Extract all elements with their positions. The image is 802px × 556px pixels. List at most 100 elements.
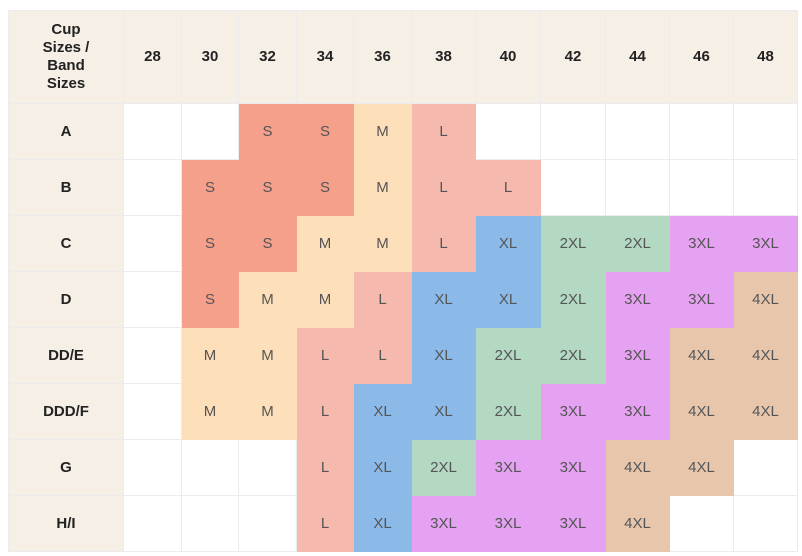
- size-cell: M: [296, 271, 354, 328]
- empty-cell: [733, 495, 798, 552]
- size-cell: 3XL: [669, 215, 734, 272]
- size-cell: XL: [475, 215, 541, 272]
- size-cell: M: [181, 327, 239, 384]
- size-chart: Cup Sizes / Band Sizes 28 30 32 34 36 38 40 42 44…: [8, 10, 798, 552]
- size-cell: L: [296, 383, 354, 440]
- size-cell: 3XL: [605, 271, 670, 328]
- corner-header: Cup Sizes / Band Sizes: [8, 10, 124, 104]
- cup-size-label: D: [8, 271, 124, 328]
- size-cell: XL: [353, 495, 412, 552]
- size-cell: XL: [411, 327, 476, 384]
- size-cell: L: [411, 103, 476, 160]
- empty-cell: [669, 159, 734, 216]
- cup-size-label: B: [8, 159, 124, 216]
- band-size-header: 38: [411, 10, 476, 104]
- empty-cell: [540, 103, 606, 160]
- size-cell: L: [411, 215, 476, 272]
- empty-cell: [123, 159, 182, 216]
- size-cell: M: [238, 383, 297, 440]
- size-cell: L: [353, 327, 412, 384]
- band-size-header: 44: [605, 10, 670, 104]
- size-cell: 3XL: [475, 495, 541, 552]
- size-cell: 4XL: [605, 439, 670, 496]
- empty-cell: [181, 495, 239, 552]
- band-size-header: 48: [733, 10, 798, 104]
- size-cell: M: [181, 383, 239, 440]
- size-cell: L: [296, 495, 354, 552]
- size-cell: S: [181, 215, 239, 272]
- size-cell: 3XL: [669, 271, 734, 328]
- size-cell: L: [296, 327, 354, 384]
- empty-cell: [669, 495, 734, 552]
- empty-cell: [733, 439, 798, 496]
- size-cell: 3XL: [540, 495, 606, 552]
- band-size-header: 34: [296, 10, 354, 104]
- size-cell: 4XL: [669, 439, 734, 496]
- size-cell: 3XL: [605, 327, 670, 384]
- empty-cell: [123, 271, 182, 328]
- cup-size-label: H/I: [8, 495, 124, 552]
- size-cell: M: [296, 215, 354, 272]
- size-cell: 2XL: [475, 383, 541, 440]
- size-cell: 2XL: [540, 271, 606, 328]
- empty-cell: [605, 103, 670, 160]
- size-cell: S: [296, 103, 354, 160]
- size-cell: XL: [353, 439, 412, 496]
- band-size-header: 28: [123, 10, 182, 104]
- size-cell: L: [411, 159, 476, 216]
- cup-size-label: DDD/F: [8, 383, 124, 440]
- size-cell: 4XL: [669, 327, 734, 384]
- band-size-header: 30: [181, 10, 239, 104]
- table-row: G L XL 2XL 3XL 3XL 4XL 4XL: [8, 439, 798, 496]
- band-size-header: 36: [353, 10, 412, 104]
- table-row: C S S M M L XL 2XL 2XL 3XL 3XL: [8, 215, 798, 272]
- size-cell: XL: [411, 271, 476, 328]
- empty-cell: [733, 103, 798, 160]
- empty-cell: [733, 159, 798, 216]
- size-cell: M: [353, 103, 412, 160]
- size-cell: S: [238, 215, 297, 272]
- size-cell: 3XL: [475, 439, 541, 496]
- band-size-header: 46: [669, 10, 734, 104]
- size-cell: 2XL: [475, 327, 541, 384]
- size-cell: S: [296, 159, 354, 216]
- empty-cell: [123, 103, 182, 160]
- empty-cell: [238, 495, 297, 552]
- size-cell: 4XL: [669, 383, 734, 440]
- empty-cell: [123, 383, 182, 440]
- empty-cell: [123, 495, 182, 552]
- table-row: DDD/F M M L XL XL 2XL 3XL 3XL 4XL 4XL: [8, 383, 798, 440]
- table-row: H/I L XL 3XL 3XL 3XL 4XL: [8, 495, 798, 552]
- band-size-header: 32: [238, 10, 297, 104]
- size-cell: 3XL: [540, 383, 606, 440]
- empty-cell: [181, 439, 239, 496]
- empty-cell: [605, 159, 670, 216]
- size-cell: 4XL: [733, 271, 798, 328]
- empty-cell: [540, 159, 606, 216]
- table-row: DD/E M M L L XL 2XL 2XL 3XL 4XL 4XL: [8, 327, 798, 384]
- size-cell: S: [181, 271, 239, 328]
- header-row: Cup Sizes / Band Sizes 28 30 32 34 36 38 40 42 44…: [8, 10, 798, 104]
- empty-cell: [181, 103, 239, 160]
- size-cell: 2XL: [540, 215, 606, 272]
- table-row: D S M M L XL XL 2XL 3XL 3XL 4XL: [8, 271, 798, 328]
- size-cell: M: [353, 159, 412, 216]
- empty-cell: [475, 103, 541, 160]
- size-cell: XL: [411, 383, 476, 440]
- empty-cell: [123, 215, 182, 272]
- cup-size-label: DD/E: [8, 327, 124, 384]
- size-cell: 3XL: [411, 495, 476, 552]
- size-cell: XL: [353, 383, 412, 440]
- empty-cell: [123, 327, 182, 384]
- cup-size-label: A: [8, 103, 124, 160]
- empty-cell: [123, 439, 182, 496]
- size-cell: 3XL: [540, 439, 606, 496]
- size-cell: 4XL: [733, 383, 798, 440]
- size-cell: 2XL: [540, 327, 606, 384]
- cup-size-label: G: [8, 439, 124, 496]
- size-cell: 4XL: [733, 327, 798, 384]
- size-cell: M: [353, 215, 412, 272]
- size-cell: 3XL: [605, 383, 670, 440]
